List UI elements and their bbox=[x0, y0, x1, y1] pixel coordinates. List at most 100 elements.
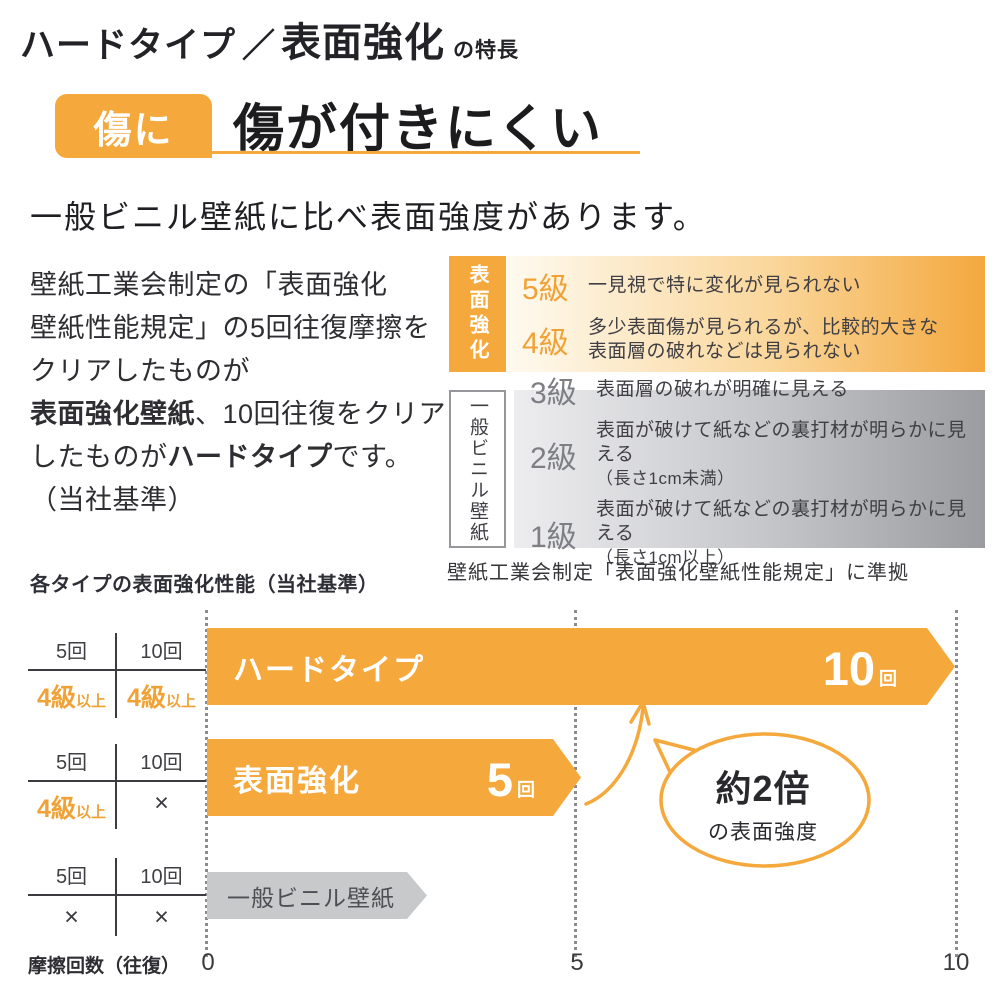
title-hard-type: ハードタイプ bbox=[20, 26, 237, 65]
perf-header-5: 5回 bbox=[28, 633, 117, 671]
description-line: 表面強化壁紙、10回往復をクリア bbox=[30, 393, 455, 436]
perf-grade: 4級 bbox=[127, 684, 166, 712]
gridline-10 bbox=[955, 610, 958, 957]
grade-row-1: 1級 表面が破けて紙などの裏打材が明らかに見える （長さ1cm以上） bbox=[530, 498, 985, 570]
grade-row-3: 3級 表面層の破れが明確に見える bbox=[530, 368, 985, 412]
perf-header-10: 10回 bbox=[117, 744, 206, 782]
description-line: 壁紙工業会制定の「表面強化 bbox=[30, 264, 455, 307]
feature-banner: 傷に 傷が付きにくい bbox=[55, 94, 675, 160]
performance-chart: 5回 10回 4級以上 4級以上 ハードタイプ 10 回 5回 10回 4級以上 … bbox=[0, 600, 1000, 1000]
title-suffix: の特長 bbox=[453, 39, 520, 62]
general-table-header: 一般ビニル壁紙 bbox=[449, 390, 506, 548]
x-tick-5: 5 bbox=[570, 949, 584, 976]
description-text: です。 bbox=[332, 442, 413, 472]
reinforced-table-header-label: 表面強化 bbox=[466, 264, 488, 364]
gridline-0 bbox=[205, 610, 208, 957]
grade-description-line2: （長さ1cm以上） bbox=[596, 548, 735, 567]
description-bold-hard: ハードタイプ bbox=[167, 442, 333, 472]
grade-description: 表面層の破れが明確に見える bbox=[596, 379, 849, 400]
page-title: ハードタイプ ／ 表面強化 の特長 bbox=[20, 10, 519, 68]
x-axis-label: 摩擦回数（往復） bbox=[28, 956, 181, 977]
grade-row-4: 4級 多少表面傷が見られるが、比較的大きな 表面層の破れなどは見られない bbox=[522, 316, 985, 364]
bar-hard-type-label: ハードタイプ bbox=[233, 653, 425, 687]
description-text: クリアしたものが bbox=[30, 356, 250, 386]
bar-value-number: 5 bbox=[486, 753, 513, 806]
scratch-badge: 傷に bbox=[55, 94, 212, 158]
description-text: 、10回往復をクリア bbox=[195, 399, 447, 429]
bubble-shape bbox=[653, 732, 871, 868]
perf-header-10: 10回 bbox=[117, 633, 206, 671]
grade-description: 表面が破けて紙などの裏打材が明らかに見える （長さ1cm以上） bbox=[596, 498, 985, 570]
bar-value-unit: 回 bbox=[879, 669, 897, 689]
grade-description-line1: 表面が破けて紙などの裏打材が明らかに見える bbox=[596, 420, 967, 465]
reinforced-grade-table: 表面強化 5級 一見視で特に変化が見られない 4級 多少表面傷が見られるが、比較… bbox=[449, 256, 985, 372]
description-text: 壁紙工業会制定の「表面強化 bbox=[30, 270, 388, 300]
perf-fail-mark: × bbox=[64, 903, 79, 931]
reinforced-table-body: 5級 一見視で特に変化が見られない 4級 多少表面傷が見られるが、比較的大きな表… bbox=[506, 256, 985, 372]
curved-arrow-icon bbox=[582, 692, 672, 815]
perf-header-10: 10回 bbox=[117, 858, 206, 896]
description-text: （当社基準） bbox=[30, 485, 195, 515]
perf-table-general: 5回 10回 × × bbox=[28, 858, 206, 936]
grade-description: 多少表面傷が見られるが、比較的大きな 表面層の破れなどは見られない bbox=[588, 316, 939, 364]
perf-table-surface: 5回 10回 4級以上 × bbox=[28, 744, 206, 829]
description-line: したものがハードタイプです。 bbox=[30, 436, 455, 479]
grade-label: 2級 bbox=[530, 442, 577, 475]
description-text: 壁紙性能規定」の5回往復摩擦を bbox=[30, 313, 431, 343]
general-grade-table: 一般ビニル壁紙 3級 表面層の破れが明確に見える 2級 表面が破けて紙などの裏打… bbox=[449, 377, 985, 567]
subtitle: 一般ビニル壁紙に比べ表面強度があります。 bbox=[30, 199, 707, 235]
general-table-header-label: 一般ビニル壁紙 bbox=[467, 395, 488, 543]
general-table-body: 3級 表面層の破れが明確に見える 2級 表面が破けて紙などの裏打材が明らかに見え… bbox=[514, 377, 985, 567]
reinforced-table-header: 表面強化 bbox=[449, 256, 506, 372]
perf-value-5: × bbox=[28, 896, 117, 936]
grade-row-2: 2級 表面が破けて紙などの裏打材が明らかに見える （長さ1cm未満） bbox=[530, 419, 985, 491]
title-separator: ／ bbox=[242, 27, 276, 64]
grade-description: 一見視で特に変化が見られない bbox=[588, 275, 862, 296]
perf-header-5: 5回 bbox=[28, 744, 117, 782]
description-line: （当社基準） bbox=[30, 479, 455, 522]
bar-value-unit: 回 bbox=[517, 780, 535, 800]
x-tick-10: 10 bbox=[942, 949, 970, 976]
grade-label: 4級 bbox=[522, 327, 569, 360]
perf-value-10: 4級以上 bbox=[117, 671, 206, 718]
scratch-badge-label: 傷に bbox=[93, 109, 174, 152]
perf-grade-suffix: 以上 bbox=[75, 804, 106, 821]
grade-description: 表面が破けて紙などの裏打材が明らかに見える （長さ1cm未満） bbox=[596, 419, 985, 491]
perf-value-5: 4級以上 bbox=[28, 671, 117, 718]
bar-value-number: 10 bbox=[822, 642, 875, 695]
description-paragraph: 壁紙工業会制定の「表面強化 壁紙性能規定」の5回往復摩擦を クリアしたものが 表… bbox=[30, 264, 455, 522]
bar-hard-type-value: 10 回 bbox=[823, 645, 897, 692]
description-text: したものが bbox=[30, 442, 168, 472]
perf-value-5: 4級以上 bbox=[28, 782, 117, 829]
bubble-big-text: 約2倍 bbox=[715, 768, 811, 809]
description-bold-surface: 表面強化壁紙 bbox=[30, 399, 195, 429]
bubble-text: 約2倍 の表面強度 bbox=[659, 760, 867, 846]
perf-header-5: 5回 bbox=[28, 858, 117, 896]
perf-fail-mark: × bbox=[154, 789, 169, 817]
perf-grade-suffix: 以上 bbox=[75, 693, 106, 710]
perf-fail-mark: × bbox=[154, 903, 169, 931]
grade-row-5: 5級 一見視で特に変化が見られない bbox=[522, 264, 985, 308]
standard-caption: 壁紙工業会制定「表面強化壁紙性能規定」に準拠 bbox=[447, 562, 909, 584]
perf-grade: 4級 bbox=[37, 795, 76, 823]
perf-value-10: × bbox=[117, 782, 206, 829]
description-line: クリアしたものが bbox=[30, 350, 455, 393]
grade-description-line2: （長さ1cm未満） bbox=[596, 469, 735, 488]
feature-heading: 傷が付きにくい bbox=[233, 100, 603, 157]
bar-surface-label: 表面強化 bbox=[233, 764, 361, 798]
grade-label: 5級 bbox=[522, 273, 569, 306]
bar-hard-type: ハードタイプ 10 回 bbox=[207, 628, 955, 705]
perf-grade: 4級 bbox=[37, 684, 76, 712]
bar-general-vinyl: 一般ビニル壁紙 bbox=[207, 872, 427, 919]
x-tick-0: 0 bbox=[201, 949, 215, 976]
perf-grade-suffix: 以上 bbox=[165, 693, 196, 710]
grade-label: 1級 bbox=[530, 521, 577, 554]
description-line: 壁紙性能規定」の5回往復摩擦を bbox=[30, 307, 455, 350]
grade-description-line1: 表面が破けて紙などの裏打材が明らかに見える bbox=[596, 499, 967, 544]
heading-underline bbox=[212, 151, 640, 154]
grade-label: 3級 bbox=[530, 377, 577, 410]
bubble-small-text: の表面強度 bbox=[708, 821, 818, 844]
